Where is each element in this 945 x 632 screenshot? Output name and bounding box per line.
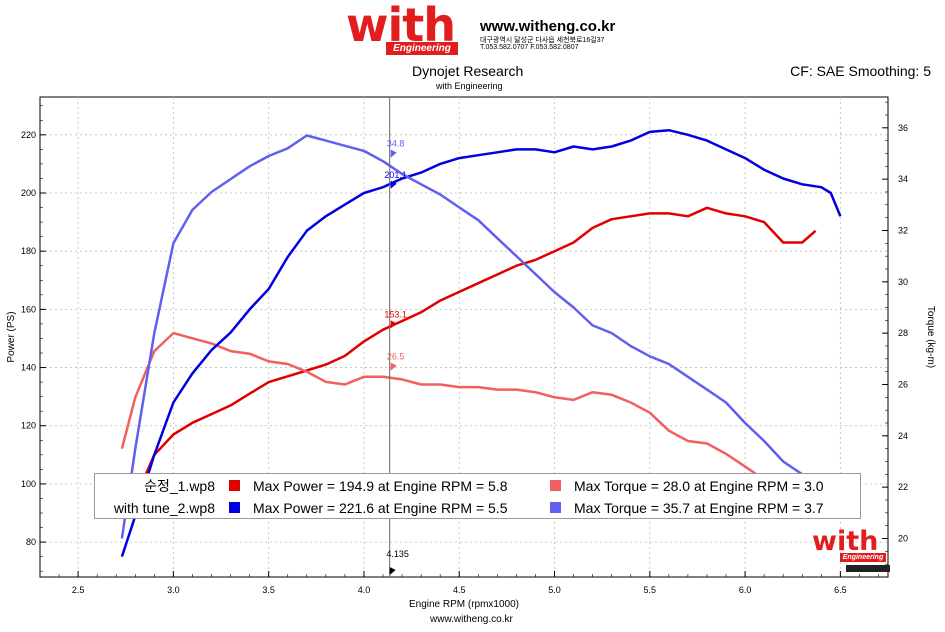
legend-swatch-stock-power <box>229 480 240 491</box>
with-logo: with <box>346 0 456 52</box>
legend-row-stock: 순정_1.wp8 Max Power = 194.9 at Engine RPM… <box>95 475 860 497</box>
series-line-stock_torque <box>120 331 762 478</box>
y-axis-label: Power (PS) <box>6 311 17 362</box>
footer-url: www.witheng.co.kr <box>430 614 513 625</box>
chart-subtitle: with Engineering <box>436 81 503 91</box>
x-tick-label: 4.5 <box>453 585 466 595</box>
cursor-marker-stock_power <box>390 320 397 329</box>
chart-legend: 순정_1.wp8 Max Power = 194.9 at Engine RPM… <box>94 473 861 519</box>
y2-tick-label: 24 <box>898 431 908 441</box>
x-axis-label: Engine RPM (rpmx1000) <box>409 599 519 610</box>
cursor-value-label: 4.135 <box>386 549 409 559</box>
with-logo-watermark: with <box>812 526 879 557</box>
x-tick-label: 3.5 <box>262 585 275 595</box>
legend-row-tune: with tune_2.wp8 Max Power = 221.6 at Eng… <box>95 497 860 519</box>
legend-file-tune: with tune_2.wp8 <box>113 500 215 516</box>
x-tick-label: 5.5 <box>644 585 657 595</box>
y-tick-label: 180 <box>21 246 36 256</box>
y2-tick-label: 22 <box>898 482 908 492</box>
legend-torque-stock: Max Torque = 28.0 at Engine RPM = 3.0 <box>574 478 824 494</box>
cursor-readout-stock_power: 153.1 <box>384 309 407 319</box>
y2-tick-label: 30 <box>898 277 908 287</box>
x-tick-label: 4.0 <box>358 585 371 595</box>
cursor-marker-tune_power <box>390 180 397 189</box>
cursor-readout-tune_torque: 34.8 <box>387 139 405 149</box>
y-tick-label: 200 <box>21 188 36 198</box>
watermark-bar <box>846 565 890 572</box>
address: 대구광역시 달성군 다사읍 세천북로16길37 <box>480 37 605 44</box>
cursor-marker-stock_torque <box>390 362 397 371</box>
legend-swatch-tune-power <box>229 502 240 513</box>
y-tick-label: 120 <box>21 421 36 431</box>
y-tick-label: 80 <box>26 537 36 547</box>
x-tick-label: 3.0 <box>167 585 180 595</box>
legend-torque-tune: Max Torque = 35.7 at Engine RPM = 3.7 <box>574 500 824 516</box>
legend-power-tune: Max Power = 221.6 at Engine RPM = 5.5 <box>253 500 508 516</box>
y2-tick-label: 32 <box>898 225 908 235</box>
cursor-readout-stock_torque: 26.5 <box>387 352 405 362</box>
x-tick-label: 6.0 <box>739 585 752 595</box>
y2-tick-label: 20 <box>898 533 908 543</box>
x-tick-label: 6.5 <box>834 585 847 595</box>
y-tick-label: 220 <box>21 130 36 140</box>
with-logo-watermark-subtitle: Engineering <box>840 553 886 562</box>
phone-fax: T.053.582.0707 F.053.582.0807 <box>480 44 579 51</box>
series-lines <box>120 128 842 557</box>
legend-file-stock: 순정_1.wp8 <box>144 478 215 494</box>
y-tick-label: 100 <box>21 479 36 489</box>
with-logo-subtitle: Engineering <box>386 42 458 55</box>
y-tick-label: 160 <box>21 304 36 314</box>
series-line-tune_power <box>120 128 842 557</box>
y2-axis-label: Torque (kg-m) <box>925 306 936 368</box>
correction-factor-label: CF: SAE Smoothing: 5 <box>790 63 931 79</box>
series-line-stock_power <box>134 206 817 499</box>
y2-tick-label: 36 <box>898 123 908 133</box>
cursor-marker <box>389 567 396 575</box>
legend-power-stock: Max Power = 194.9 at Engine RPM = 5.8 <box>253 478 508 494</box>
website-url: www.witheng.co.kr <box>480 18 616 35</box>
chart-title: Dynojet Research <box>412 63 524 79</box>
legend-swatch-stock-torque <box>550 480 561 491</box>
x-tick-label: 2.5 <box>72 585 85 595</box>
x-axis-ticks: 2.5 3.0 3.5 4.0 4.5 5.0 5.5 6.0 6.5 <box>39 571 879 595</box>
cursor-readout-tune_power: 201.1 <box>384 170 407 180</box>
legend-swatch-tune-torque <box>550 502 561 513</box>
y2-tick-label: 34 <box>898 174 908 184</box>
x-tick-label: 5.0 <box>548 585 561 595</box>
cursor-marker-tune_torque <box>390 149 397 158</box>
y2-axis-ticks: 20 22 24 26 28 30 32 34 36 <box>882 101 908 565</box>
y-axis-ticks: 80 100 120 140 160 180 200 220 <box>21 105 46 572</box>
y2-tick-label: 26 <box>898 379 908 389</box>
series-line-tune_torque <box>120 134 842 539</box>
y2-tick-label: 28 <box>898 328 908 338</box>
y-tick-label: 140 <box>21 363 36 373</box>
